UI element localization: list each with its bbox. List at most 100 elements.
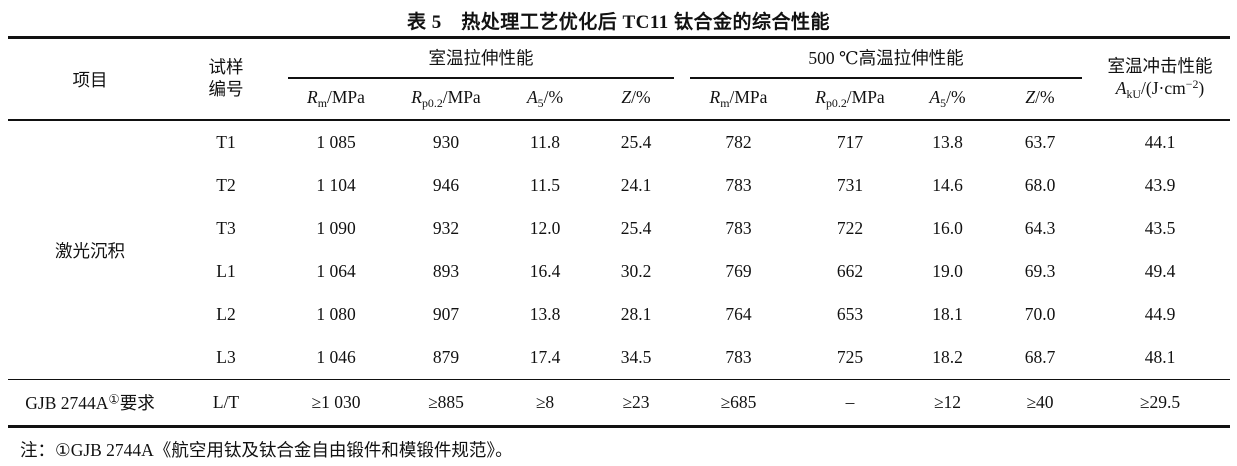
value-cell: 731: [836, 175, 864, 195]
value-cell: 25.4: [620, 132, 652, 152]
value-cell: 48.1: [1144, 347, 1176, 367]
value-cell: 34.5: [620, 347, 652, 367]
math-sub: 5: [537, 96, 544, 111]
sample-id-cell: T1: [216, 132, 236, 152]
value-cell: 653: [836, 304, 864, 324]
value-cell: 725: [836, 347, 864, 367]
value-cell: 11.8: [530, 132, 560, 152]
group-header-high-temp-label: 500 ℃高温拉伸性能: [690, 45, 1083, 79]
value-cell: 1 046: [316, 347, 356, 367]
value-cell: 893: [432, 261, 460, 281]
value-cell: ≥23: [590, 379, 682, 427]
table-body: 激光沉积 T1 1 085 930 11.8 25.4 782 717 13.8…: [8, 120, 1231, 427]
value-cell: 769: [725, 261, 752, 281]
value-cell: 63.7: [1024, 132, 1056, 152]
subcol-header-rm-rt: Rm/MPa: [280, 79, 392, 121]
header-row-groups: 项目 试样 编号 室温拉伸性能 500 ℃高温拉伸性能 室温冲击性能 AkU/(…: [8, 37, 1231, 121]
value-cell: 932: [432, 218, 460, 238]
table-row: L2 1 080 907 13.8 28.1 764 653 18.1 70.0…: [8, 293, 1230, 336]
sample-header-line2: 编号: [208, 79, 244, 99]
math-sub: p0.2: [825, 96, 847, 111]
value-cell: 68.7: [1024, 347, 1056, 367]
table-title: 表 5 热处理工艺优化后 TC11 钛合金的综合性能: [406, 12, 831, 33]
math-unit: /%: [946, 86, 966, 107]
value-cell: 946: [432, 175, 460, 195]
math-sub: m: [317, 96, 327, 111]
subcol-header-z-ht: Z/%: [990, 79, 1091, 121]
subcol-header-a5-ht: A5/%: [905, 79, 990, 121]
value-cell: 13.8: [529, 304, 561, 324]
math-var: A: [1115, 78, 1127, 99]
table-row: L3 1 046 879 17.4 34.5 783 725 18.2 68.7…: [8, 336, 1230, 380]
math-unit: /MPa: [442, 86, 481, 107]
value-cell: ≥29.5: [1090, 379, 1231, 427]
math-sub: m: [720, 96, 730, 111]
table-row: T2 1 104 946 11.5 24.1 783 731 14.6 68.0…: [8, 164, 1230, 207]
subcol-header-z-rt: Z/%: [590, 79, 682, 121]
value-cell: 18.1: [932, 304, 963, 324]
value-cell: 1 080: [316, 304, 356, 324]
value-cell: 16.0: [932, 218, 963, 238]
group-header-room-temp-tensile: 室温拉伸性能: [280, 38, 682, 79]
value-cell: 69.3: [1024, 261, 1056, 281]
value-cell: 930: [432, 132, 460, 152]
value-cell: 19.0: [932, 261, 963, 281]
value-cell: 70.0: [1024, 304, 1056, 324]
value-cell: 43.5: [1144, 218, 1176, 238]
value-cell: –: [795, 379, 905, 427]
value-cell: 717: [836, 132, 864, 152]
table-row: L1 1 064 893 16.4 30.2 769 662 19.0 69.3…: [8, 250, 1230, 293]
value-cell: 44.1: [1144, 132, 1176, 152]
table-row: 激光沉积 T1 1 085 930 11.8 25.4 782 717 13.8…: [8, 120, 1230, 261]
subcol-header-rm-ht: Rm/MPa: [682, 79, 795, 121]
value-cell: 722: [836, 218, 864, 238]
impact-header-line1: 室温冲击性能: [1107, 55, 1213, 76]
math-unit: /MPa: [846, 86, 885, 107]
col-header-project: 项目: [8, 37, 172, 121]
subcol-header-rp02-ht: Rp0.2/MPa: [795, 79, 905, 121]
value-cell: 17.4: [529, 347, 561, 367]
value-cell: 1 064: [316, 261, 356, 281]
math-var: Z: [621, 86, 632, 107]
math-unit: /(J·cm: [1141, 78, 1186, 99]
math-var: A: [929, 86, 941, 107]
value-cell: 783: [725, 347, 752, 367]
math-sub: kU: [1126, 87, 1142, 102]
gjb-label-pre: GJB 2744A: [25, 393, 109, 413]
value-cell: ≥40: [990, 379, 1091, 427]
gjb-label-cell: GJB 2744A①要求: [8, 379, 172, 427]
value-cell: ≥12: [905, 379, 990, 427]
value-cell: 24.1: [620, 175, 652, 195]
value-cell: 783: [725, 175, 752, 195]
value-cell: 13.8: [932, 132, 963, 152]
value-cell: 1 104: [316, 175, 356, 195]
value-cell: 1 085: [316, 132, 356, 152]
gjb-requirement-row: GJB 2744A①要求 L/T ≥1 030 ≥885 ≥8 ≥23 ≥685…: [8, 379, 1231, 427]
value-cell: ≥1 030: [280, 379, 392, 427]
value-cell: 68.0: [1024, 175, 1056, 195]
value-cell: 907: [432, 304, 460, 324]
gjb-footnote-marker: ①: [108, 392, 120, 407]
value-cell: 43.9: [1144, 175, 1176, 195]
value-cell: 11.5: [530, 175, 560, 195]
impact-header-symbol: AkU/(J·cm−2): [1090, 77, 1230, 102]
group-header-high-temp-tensile: 500 ℃高温拉伸性能: [682, 38, 1090, 79]
sample-id-cell: L1: [216, 261, 236, 281]
value-cell: 783: [725, 218, 752, 238]
col-header-impact-toughness: 室温冲击性能 AkU/(J·cm−2): [1090, 37, 1231, 121]
value-cell: 44.9: [1144, 304, 1176, 324]
math-var: R: [411, 86, 422, 107]
value-cell: 662: [836, 261, 864, 281]
table-note: 注：①GJB 2744A《航空用钛及钛合金自由锻件和模锻件规范》。: [20, 440, 513, 460]
math-unit: /MPa: [729, 86, 768, 107]
table-header: 项目 试样 编号 室温拉伸性能 500 ℃高温拉伸性能 室温冲击性能 AkU/(…: [8, 37, 1231, 121]
value-cell: 14.6: [932, 175, 963, 195]
value-cell: 64.3: [1024, 218, 1056, 238]
sample-id-cell: L/T: [172, 379, 280, 427]
sample-id-cell: L2: [216, 304, 236, 324]
math-unit: /%: [631, 86, 651, 107]
properties-table: 项目 试样 编号 室温拉伸性能 500 ℃高温拉伸性能 室温冲击性能 AkU/(…: [8, 36, 1231, 428]
value-cell: ≥885: [392, 379, 500, 427]
sample-id-cell: T2: [216, 175, 236, 195]
